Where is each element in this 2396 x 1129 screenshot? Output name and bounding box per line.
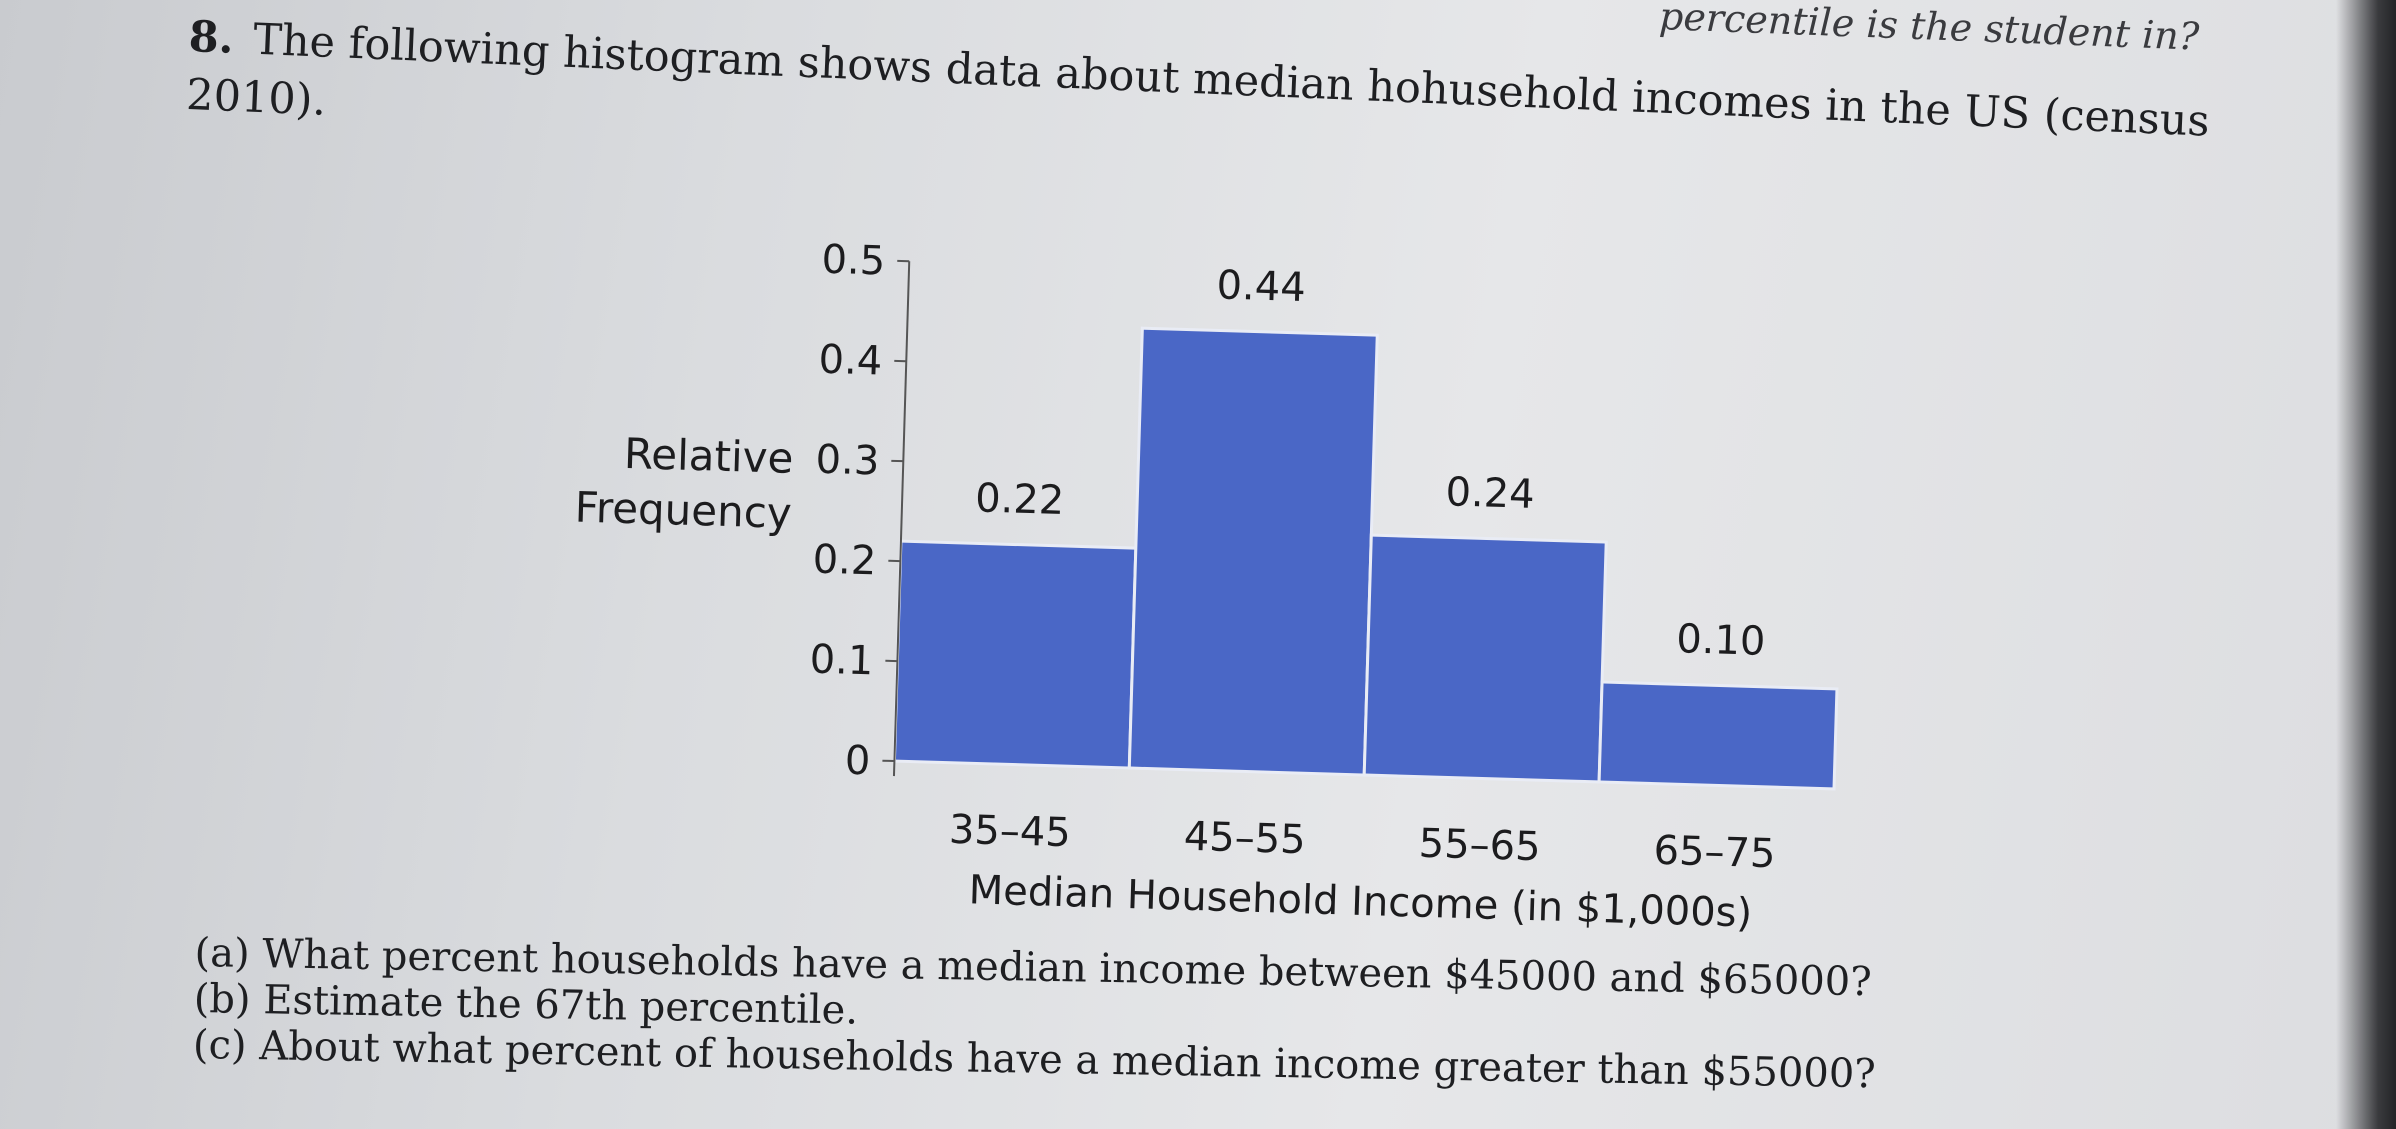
histogram-bar: [892, 539, 1138, 770]
y-axis-label-frequency: Frequency: [574, 482, 792, 537]
x-tick-label: 35–45: [948, 807, 1071, 857]
y-tick-label: 0: [844, 738, 871, 785]
y-tick-label: 0.1: [809, 636, 874, 684]
bar-value-label: 0.44: [1216, 262, 1306, 311]
histogram-bar: [1597, 680, 1839, 791]
dark-page-edge: [2336, 0, 2396, 1129]
bar-value-label: 0.24: [1445, 469, 1535, 518]
y-ticks-group: 0 0.1 0.2 0.3 0.4 0.5: [809, 237, 910, 785]
y-axis-label-relative: Relative: [623, 429, 794, 483]
histogram-bar: [1362, 533, 1608, 784]
y-axis-line: [892, 261, 911, 777]
y-tick-label: 0.5: [821, 237, 886, 285]
bar-value-label: 0.22: [975, 475, 1065, 524]
x-axis-label: Median Household Income (in $1,000s): [968, 867, 1753, 936]
bar-value-label: 0.10: [1676, 616, 1766, 665]
histogram-chart: 0.22 0.44 0.24 0.10 0 0.1 0.2 0.3 0.4 0.5 35–45 4…: [510, 230, 1930, 955]
questions-list: (a) What percent households have a media…: [193, 930, 1878, 1097]
histogram-bar: [1127, 326, 1379, 777]
problem-number: 8.: [187, 11, 235, 64]
x-tick-label: 55–65: [1418, 821, 1541, 871]
x-ticks-group: 35–45 45–55 55–65 65–75: [948, 807, 1776, 878]
x-tick-label: 45–55: [1183, 814, 1306, 864]
bars-group: [892, 326, 1839, 791]
y-tick-label: 0.3: [815, 437, 880, 485]
y-tick-label: 0.2: [812, 537, 877, 585]
histogram-svg: 0.22 0.44 0.24 0.10 0 0.1 0.2 0.3 0.4 0.5 35–45 4…: [574, 237, 1839, 937]
y-tick-label: 0.4: [818, 337, 883, 385]
previous-question-fragment: percentile is the student in?: [1658, 0, 2200, 59]
bar-labels-group: 0.22 0.44 0.24 0.10: [975, 262, 1767, 665]
x-tick-label: 65–75: [1653, 828, 1776, 878]
